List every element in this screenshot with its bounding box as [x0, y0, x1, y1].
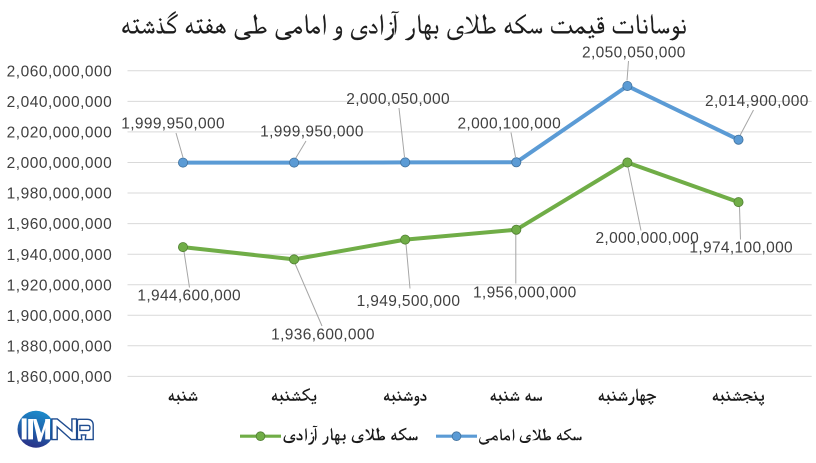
svg-text:2,000,000,000: 2,000,000,000 — [595, 230, 699, 247]
svg-text:1,880,000,000: 1,880,000,000 — [7, 338, 113, 355]
svg-text:1,999,950,000: 1,999,950,000 — [260, 124, 364, 141]
svg-text:2,000,100,000: 2,000,100,000 — [457, 116, 561, 133]
svg-text:1,860,000,000: 1,860,000,000 — [7, 369, 113, 386]
svg-text:1,920,000,000: 1,920,000,000 — [7, 277, 113, 294]
svg-text:2,000,050,000: 2,000,050,000 — [346, 91, 450, 108]
svg-text:1,940,000,000: 1,940,000,000 — [7, 247, 113, 264]
svg-text:1,949,500,000: 1,949,500,000 — [357, 293, 461, 310]
svg-text:1,900,000,000: 1,900,000,000 — [7, 308, 113, 325]
svg-text:1,956,000,000: 1,956,000,000 — [473, 284, 577, 301]
svg-text:2,020,000,000: 2,020,000,000 — [7, 125, 113, 142]
svg-text:2,060,000,000: 2,060,000,000 — [7, 63, 113, 80]
svg-text:2,014,900,000: 2,014,900,000 — [705, 93, 809, 110]
svg-text:2,000,000,000: 2,000,000,000 — [7, 155, 113, 172]
svg-text:1,974,100,000: 1,974,100,000 — [689, 240, 793, 257]
svg-text:2,050,050,000: 2,050,050,000 — [582, 45, 686, 62]
svg-text:1,944,600,000: 1,944,600,000 — [137, 288, 241, 305]
svg-text:2,040,000,000: 2,040,000,000 — [7, 94, 113, 111]
svg-text:1,980,000,000: 1,980,000,000 — [7, 186, 113, 203]
svg-text:1,960,000,000: 1,960,000,000 — [7, 216, 113, 233]
svg-text:1,999,950,000: 1,999,950,000 — [121, 116, 225, 133]
svg-text:1,936,600,000: 1,936,600,000 — [271, 327, 375, 344]
